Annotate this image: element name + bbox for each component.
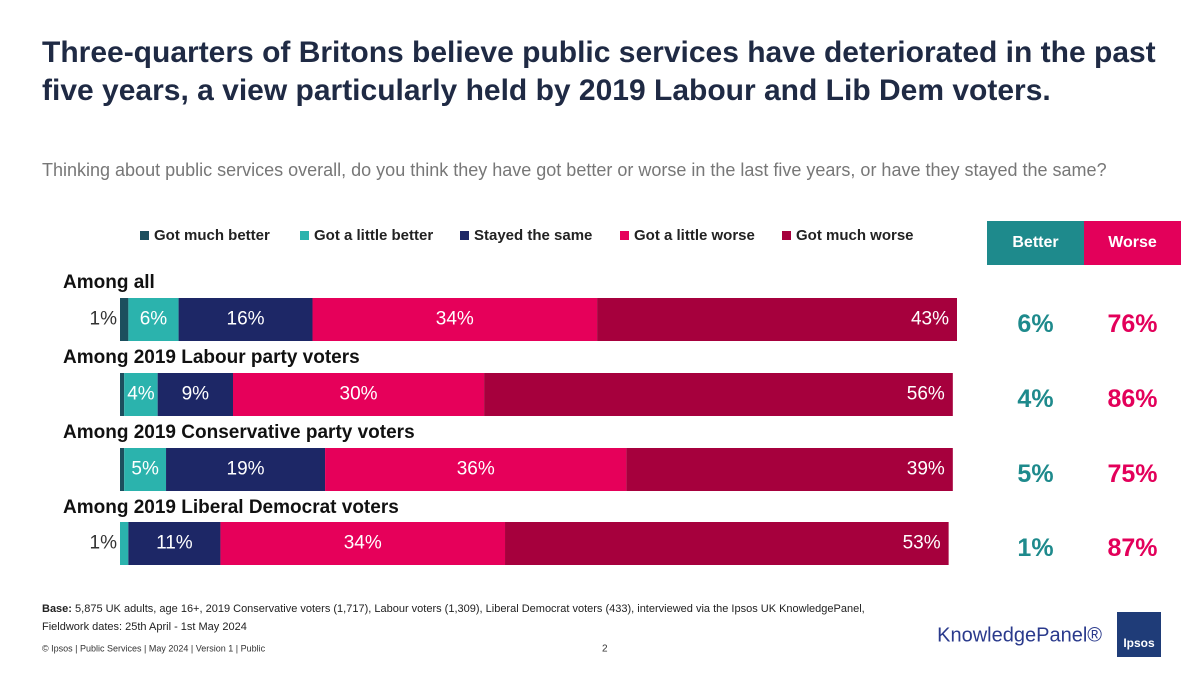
legend-label: Got much better [154, 227, 270, 244]
bar-segment [157, 373, 233, 416]
value-label: 34% [436, 309, 474, 330]
value-label: 34% [344, 533, 382, 554]
legend-swatch [140, 231, 149, 240]
bar-segment [484, 373, 953, 416]
value-label: 11% [156, 533, 193, 554]
bar-segment [128, 522, 221, 565]
summary-value: 87% [1107, 534, 1157, 562]
summary-value: 5% [1017, 460, 1053, 488]
logo-text: Ipsos [1123, 636, 1155, 650]
value-label: 36% [457, 459, 495, 480]
legend-swatch [620, 231, 629, 240]
value-label: 9% [182, 384, 210, 405]
summary-value: 6% [1017, 310, 1053, 338]
legend-swatch [782, 231, 791, 240]
value-label: 56% [907, 384, 945, 405]
summary-header: Better [1012, 234, 1058, 251]
footnote: Base: 5,875 UK adults, age 16+, 2019 Con… [42, 600, 865, 636]
summary-value: 4% [1017, 385, 1053, 413]
legend-swatch [300, 231, 309, 240]
footnote-base-text: 5,875 UK adults, age 16+, 2019 Conservat… [75, 603, 865, 615]
bar-segment [597, 298, 957, 341]
category-label: Among 2019 Liberal Democrat voters [63, 497, 399, 518]
chart-title: Three-quarters of Britons believe public… [42, 36, 1156, 107]
bar-segment [120, 448, 125, 491]
footnote-base: Base: 5,875 UK adults, age 16+, 2019 Con… [42, 600, 865, 618]
legend-label: Got much worse [796, 227, 914, 244]
footnote-base-label: Base: [42, 603, 72, 615]
bar-segment [166, 448, 326, 491]
bar-segment [312, 298, 598, 341]
value-label: 4% [127, 384, 155, 405]
summary-header-box [1084, 221, 1181, 265]
legend-label: Got a little better [314, 227, 433, 244]
value-label: 30% [340, 384, 378, 405]
summary-value: 1% [1017, 534, 1053, 562]
summary-value: 86% [1107, 385, 1157, 413]
summary-header-box [987, 221, 1084, 265]
summary-value: 76% [1107, 310, 1157, 338]
category-label: Among all [63, 272, 155, 293]
brand: KnowledgePanel® [937, 624, 1102, 646]
bar-segment [124, 373, 158, 416]
value-label: 5% [131, 459, 159, 480]
logo-box [1117, 612, 1161, 657]
bar-segment [124, 448, 167, 491]
legend-label: Stayed the same [474, 227, 592, 244]
summary-value: 75% [1107, 460, 1157, 488]
bar-segment [178, 298, 313, 341]
copyright: © Ipsos | Public Services | May 2024 | V… [42, 643, 266, 653]
value-label: 1% [90, 309, 118, 330]
bar-segment [626, 448, 953, 491]
bar-segment [120, 522, 129, 565]
page-number: 2 [602, 644, 608, 655]
value-label: 16% [227, 309, 265, 330]
legend-swatch [460, 231, 469, 240]
value-label: 53% [903, 533, 941, 554]
legend-label: Got a little worse [634, 227, 755, 244]
bar-segment [505, 522, 949, 565]
category-label: Among 2019 Conservative party voters [63, 422, 415, 443]
value-label: 39% [907, 459, 945, 480]
bar-segment [232, 373, 485, 416]
value-label: 6% [140, 309, 168, 330]
bar-segment [120, 298, 129, 341]
bar-segment [220, 522, 506, 565]
summary-header: Worse [1108, 234, 1157, 251]
bar-segment [120, 373, 125, 416]
value-label: 1% [90, 533, 118, 554]
category-label: Among 2019 Labour party voters [63, 347, 360, 368]
footnote-fieldwork: Fieldwork dates: 25th April - 1st May 20… [42, 621, 247, 633]
value-label: 19% [227, 459, 265, 480]
chart-subtitle: Thinking about public services overall, … [42, 160, 1107, 180]
value-label: 43% [911, 309, 949, 330]
bar-segment [128, 298, 179, 341]
bar-segment [325, 448, 627, 491]
